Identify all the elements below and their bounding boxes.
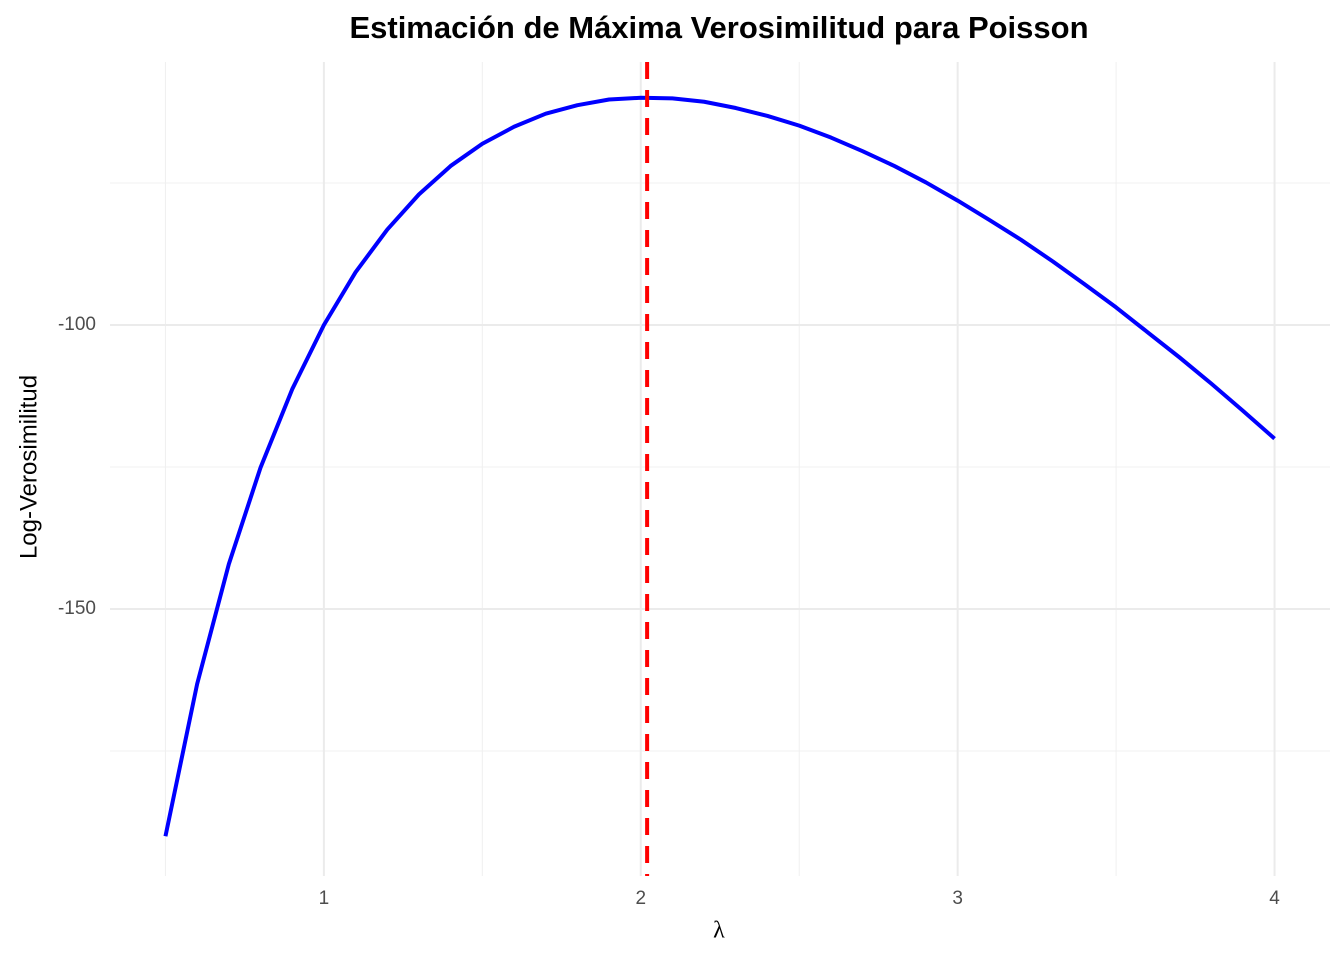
y-axis-label: Log-Verosimilitud xyxy=(15,375,42,559)
line xyxy=(163,95,1276,837)
y-tick-label: -100 xyxy=(58,314,96,335)
x-axis-label: λ xyxy=(713,918,725,944)
chart-title: Estimación de Máxima Verosimilitud para … xyxy=(349,10,1088,45)
x-tick-label: 1 xyxy=(319,888,330,909)
y-tick-label: -150 xyxy=(58,598,96,619)
x-tick-label: 4 xyxy=(1269,888,1280,909)
x-tick-label: 2 xyxy=(635,888,646,909)
x-tick-label: 3 xyxy=(952,888,963,909)
